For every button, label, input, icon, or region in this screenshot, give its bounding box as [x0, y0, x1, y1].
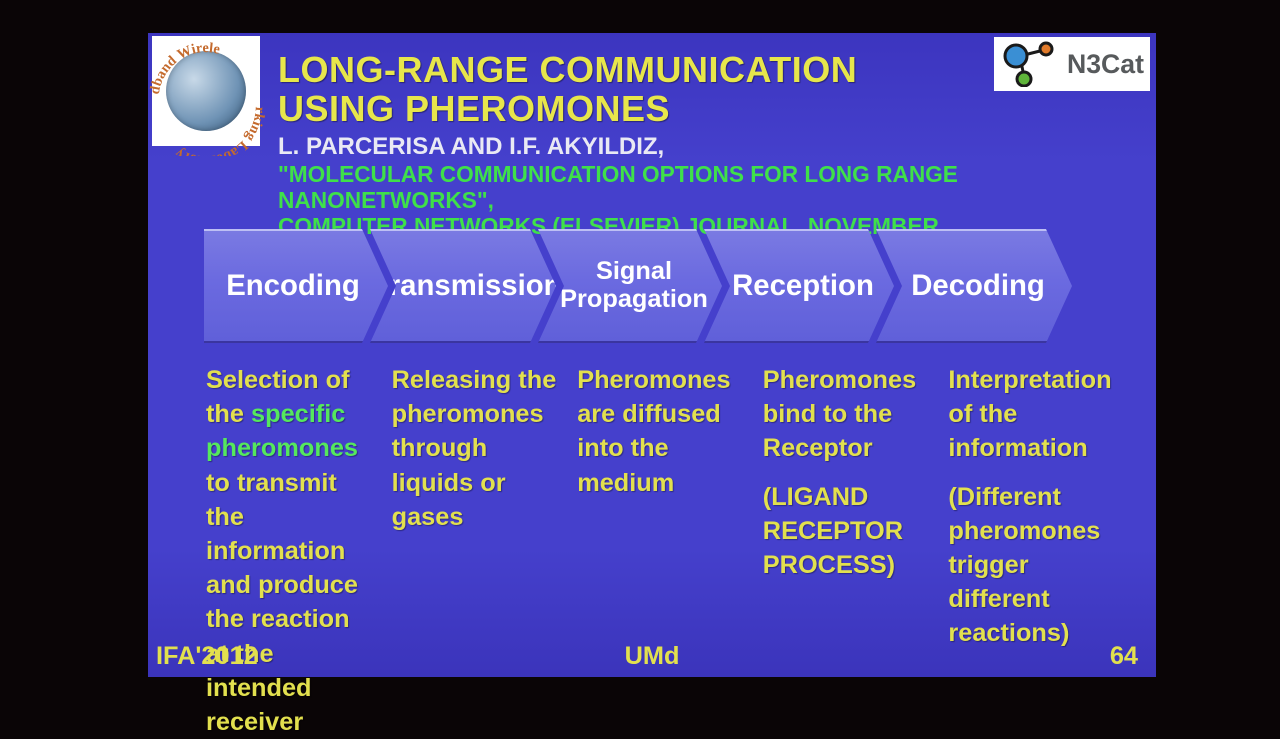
process-chevrons: Encoding TransmissionSignal Propagation Re…: [204, 229, 1054, 343]
citation-line-1: "MOLECULAR COMMUNICATION OPTIONS FOR LON…: [278, 161, 986, 213]
footer-right: 64: [1110, 642, 1138, 671]
process-step-label: Transmission: [372, 270, 561, 302]
process-step-5: Decoding: [876, 229, 1072, 343]
process-step-3: Signal Propagation: [538, 229, 722, 343]
n3cat-label: N3Cat: [1067, 49, 1144, 80]
n3cat-icon: [1000, 41, 1056, 87]
slide: dband Wirele rking Laboratory N3Cat LONG…: [148, 33, 1156, 677]
process-step-2: Transmission: [370, 229, 556, 343]
desc-col-1: Selection of the specific pheromones to …: [206, 363, 374, 739]
desc-sub: (LIGAND RECEPTOR PROCESS): [763, 480, 931, 583]
process-step-label: Decoding: [911, 270, 1045, 302]
n3cat-logo: N3Cat: [994, 37, 1150, 91]
bwn-lab-logo: dband Wirele rking Laboratory: [152, 36, 260, 146]
desc-col-2: Releasing the pheromones through liquids…: [392, 363, 560, 739]
footer-mid: UMd: [625, 642, 680, 671]
process-step-label: Encoding: [226, 270, 360, 302]
highlight-term: specific pheromones: [206, 400, 358, 462]
desc-text: Pheromones bind to the Receptor: [763, 363, 931, 466]
desc-text: Pheromones are diffused into the medium: [577, 363, 745, 500]
title-line-1: LONG-RANGE COMMUNICATION: [278, 51, 986, 90]
globe-icon: [166, 51, 246, 131]
desc-col-5: Interpretation of the information (Differ…: [948, 363, 1116, 739]
process-step-label: Reception: [732, 270, 874, 302]
footer-left: IFA'2012: [156, 642, 258, 671]
desc-col-3: Pheromones are diffused into the medium: [577, 363, 745, 739]
title-line-2: USING PHEROMONES: [278, 90, 986, 129]
desc-col-4: Pheromones bind to the Receptor (LIGAND R…: [763, 363, 931, 739]
authors: L. PARCERISA AND I.F. AKYILDIZ,: [278, 133, 986, 161]
step-descriptions: Selection of the specific pheromones to …: [206, 363, 1116, 739]
desc-sub: (Different pheromones trigger different …: [948, 480, 1116, 651]
desc-text: Releasing the pheromones through liquids…: [392, 363, 560, 534]
desc-text: Selection of the specific pheromones to …: [206, 363, 374, 739]
desc-text: Interpretation of the information: [948, 363, 1116, 466]
process-step-4: Reception: [704, 229, 894, 343]
process-step-label: Signal Propagation: [560, 258, 708, 314]
process-step-1: Encoding: [204, 229, 388, 343]
